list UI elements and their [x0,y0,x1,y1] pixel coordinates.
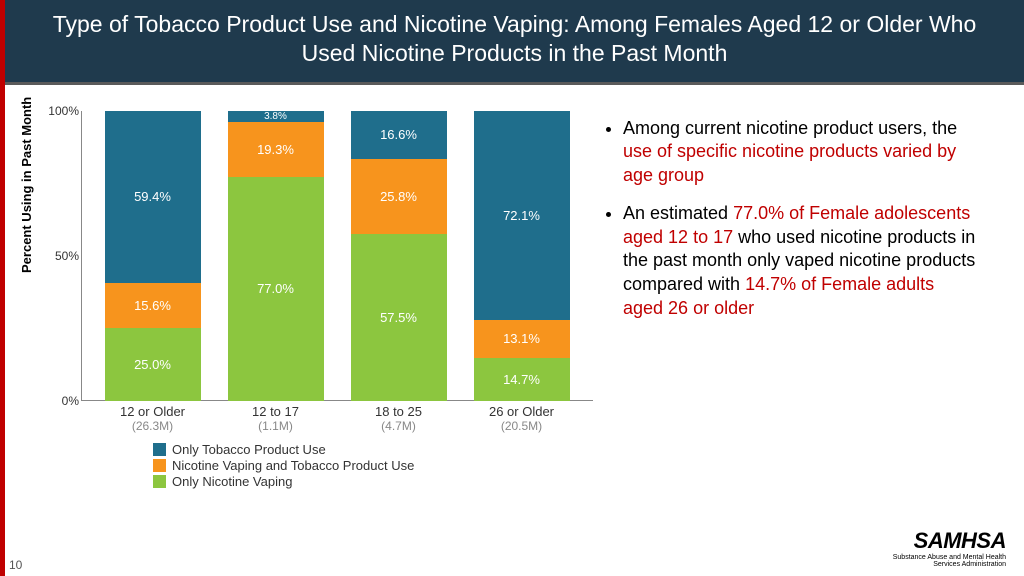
slide-title: Type of Tobacco Product Use and Nicotine… [45,10,984,68]
legend-item: Only Tobacco Product Use [153,442,593,457]
x-labels: 12 or Older(26.3M) 12 to 17(1.1M) 18 to 25… [81,401,593,435]
bar-segment: 14.7% [474,358,570,401]
plot-wrap: 25.0%15.6%59.4%77.0%19.3%3.8%57.5%25.8%1… [81,111,593,401]
bullet-item: An estimated 77.0% of Female adolescents… [623,202,978,321]
brand-tagline-2: Services Administration [893,561,1006,568]
bar-segment: 3.8% [228,111,324,122]
chart-area: Percent Using in Past Month 0%50%100% 25… [13,103,593,491]
legend-label: Only Nicotine Vaping [172,474,292,489]
legend-swatch [153,475,166,488]
highlight-text: use of specific nicotine products varied… [623,141,956,185]
legend-swatch [153,443,166,456]
slide-header: Type of Tobacco Product Use and Nicotine… [5,0,1024,85]
bullet-item: Among current nicotine product users, th… [623,117,978,188]
text: An estimated [623,203,733,223]
legend: Only Tobacco Product UseNicotine Vaping … [153,442,593,489]
legend-label: Only Tobacco Product Use [172,442,326,457]
bar-segment: 25.8% [351,159,447,234]
bar: 77.0%19.3%3.8% [228,111,324,401]
bar-segment: 25.0% [105,328,201,401]
x-label: 12 or Older(26.3M) [105,405,201,435]
legend-swatch [153,459,166,472]
bar-segment: 72.1% [474,111,570,320]
brand-tagline-1: Substance Abuse and Mental Health [893,554,1006,561]
y-axis-label: Percent Using in Past Month [19,96,34,272]
bar-segment: 15.6% [105,283,201,328]
bar: 25.0%15.6%59.4% [105,111,201,401]
bullet-list: Among current nicotine product users, th… [605,117,978,321]
bars-container: 25.0%15.6%59.4%77.0%19.3%3.8%57.5%25.8%1… [81,111,593,401]
footer-logo: SAMHSA Substance Abuse and Mental Health… [893,528,1006,568]
bar-segment: 59.4% [105,111,201,283]
legend-item: Nicotine Vaping and Tobacco Product Use [153,458,593,473]
legend-item: Only Nicotine Vaping [153,474,593,489]
slide-body: Percent Using in Past Month 0% 50% 100% 25… [5,85,1024,491]
page-number: 10 [9,558,22,572]
y-tick: 100% [43,104,79,118]
x-label: 26 or Older(20.5M) [474,405,570,435]
x-label: 18 to 25(4.7M) [351,405,447,435]
bar-segment: 57.5% [351,234,447,401]
x-label: 12 to 17(1.1M) [228,405,324,435]
plot: 25.0%15.6%59.4%77.0%19.3%3.8%57.5%25.8%1… [81,111,593,401]
bar: 57.5%25.8%16.6% [351,111,447,401]
bar-segment: 16.6% [351,111,447,159]
bullet-list-area: Among current nicotine product users, th… [593,103,1004,491]
y-tick: 0% [43,394,79,408]
brand-name: SAMHSA [893,528,1006,554]
bar-segment: 19.3% [228,122,324,178]
bar-segment: 77.0% [228,177,324,400]
text: Among current nicotine product users, th… [623,118,957,138]
slide: Type of Tobacco Product Use and Nicotine… [0,0,1024,576]
legend-label: Nicotine Vaping and Tobacco Product Use [172,458,414,473]
y-tick: 50% [43,249,79,263]
bar-segment: 13.1% [474,320,570,358]
bar: 14.7%13.1%72.1% [474,111,570,401]
